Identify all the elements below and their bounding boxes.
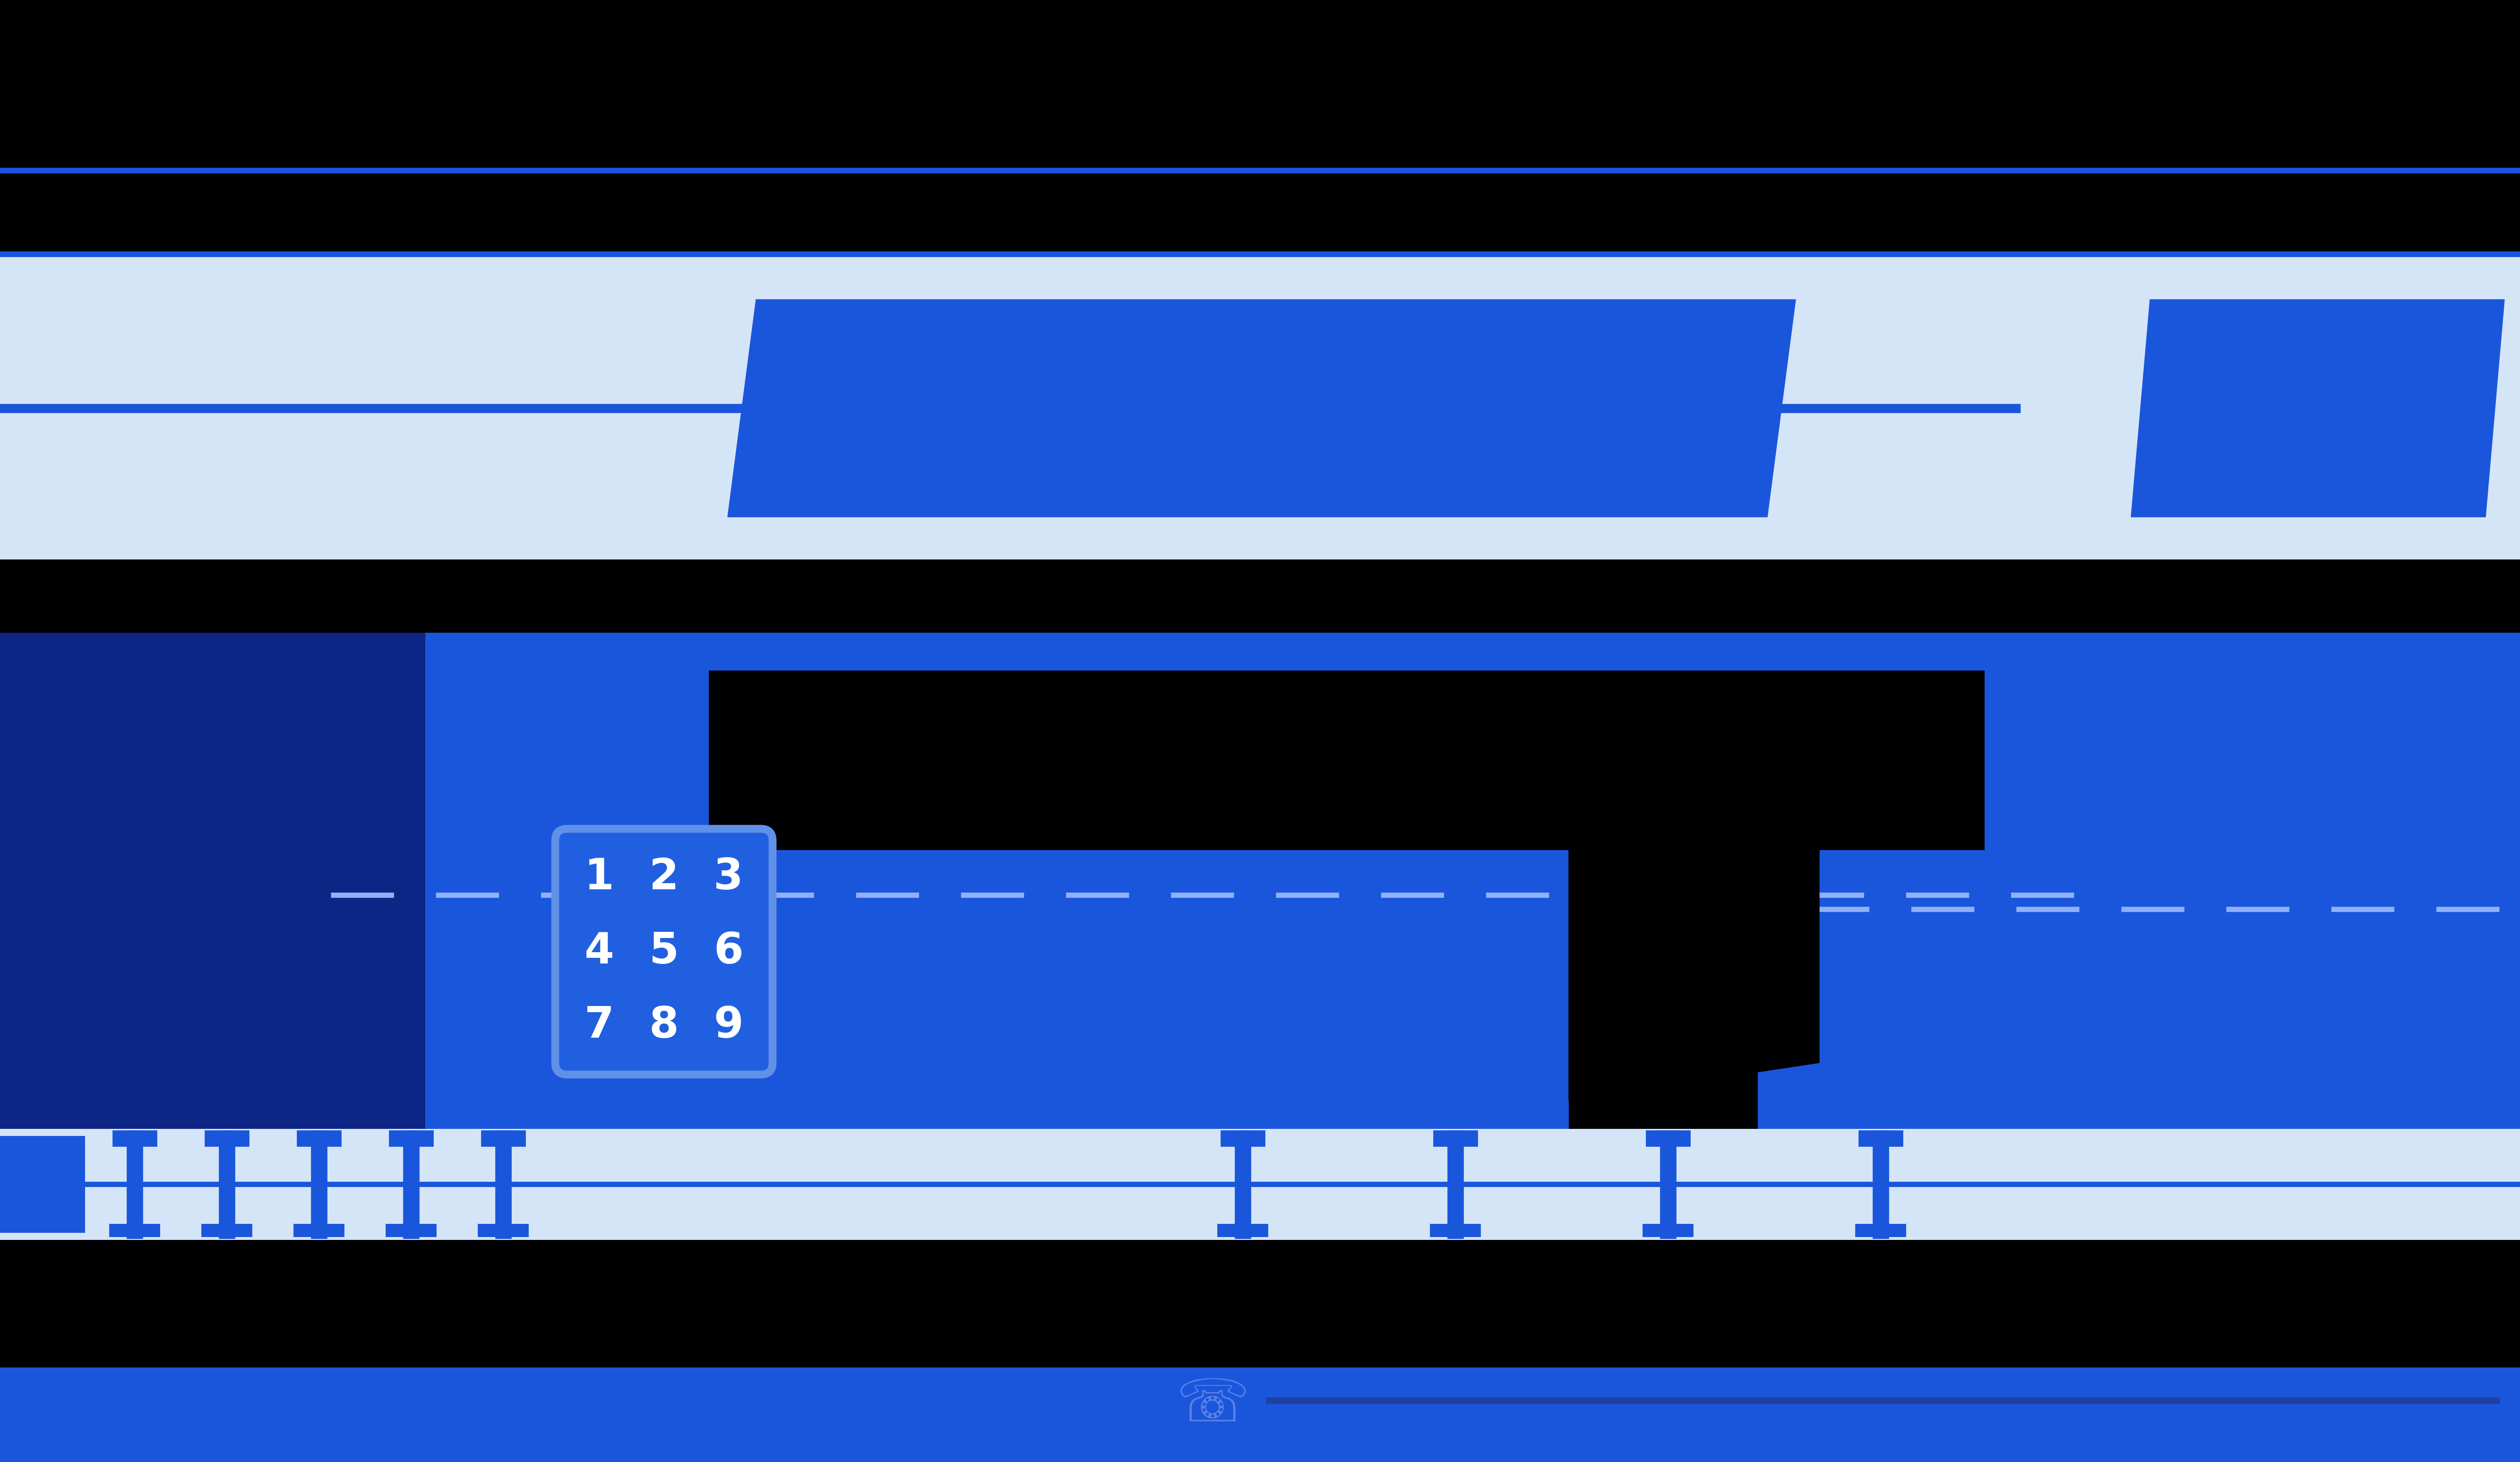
Bar — [0, 1367, 2520, 1462]
Text: 1: 1 — [585, 857, 615, 899]
Text: 7: 7 — [585, 1004, 615, 1047]
Text: 2: 2 — [650, 857, 678, 899]
Bar — [0, 1240, 2520, 1367]
Polygon shape — [1570, 841, 1819, 1101]
Text: 5: 5 — [650, 931, 678, 972]
Bar — [0, 1129, 2520, 1240]
Polygon shape — [2132, 300, 2505, 518]
Bar — [0, 0, 2520, 168]
Bar — [708, 671, 1986, 849]
Bar — [0, 1136, 86, 1232]
Bar — [1570, 1063, 1759, 1129]
Bar — [0, 257, 2520, 560]
FancyBboxPatch shape — [554, 829, 774, 1075]
Text: 4: 4 — [585, 931, 615, 972]
Bar — [0, 251, 2520, 257]
Text: 9: 9 — [713, 1004, 743, 1047]
Text: 6: 6 — [713, 931, 743, 972]
Bar — [0, 174, 2520, 251]
Bar — [0, 560, 2520, 633]
Text: 3: 3 — [713, 857, 743, 899]
Bar — [0, 633, 426, 1129]
Bar — [0, 633, 2520, 1129]
Text: ☏: ☏ — [1177, 1377, 1250, 1434]
Text: 8: 8 — [650, 1004, 678, 1047]
Bar — [0, 168, 2520, 174]
Polygon shape — [728, 300, 1797, 518]
